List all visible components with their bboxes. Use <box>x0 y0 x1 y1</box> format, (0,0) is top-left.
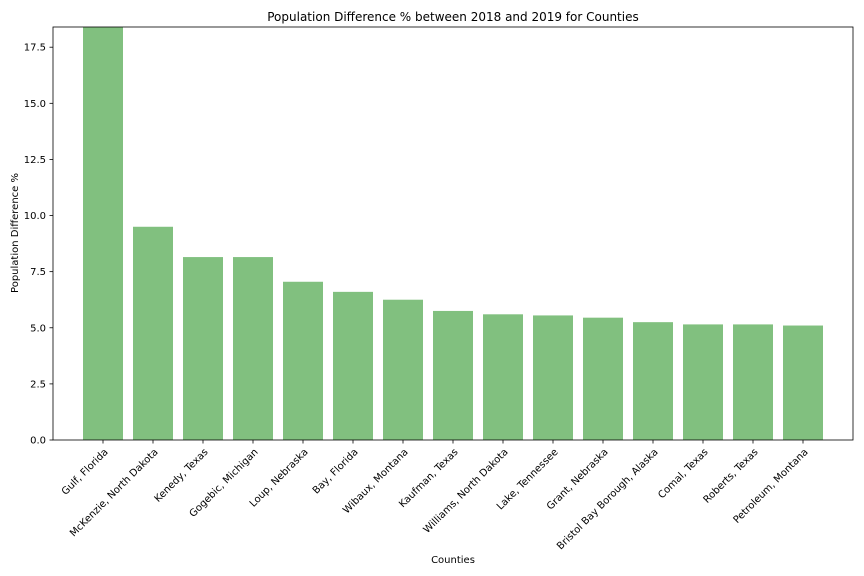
x-tick-label: Gulf, Florida <box>60 447 111 498</box>
x-axis-label: Counties <box>431 555 475 566</box>
bar-11 <box>583 317 623 440</box>
y-tick-label: 12.5 <box>24 155 46 166</box>
bar-14 <box>733 324 773 440</box>
y-axis: 0.0 2.5 5.0 7.5 10.0 12.5 15.0 17.5 <box>24 43 53 447</box>
bar-8 <box>433 310 473 440</box>
x-tick-label: Comal, Texas <box>656 447 710 501</box>
bar-13 <box>683 324 723 440</box>
y-tick-label: 2.5 <box>30 379 46 390</box>
bar-7 <box>383 299 423 440</box>
bar-1 <box>83 27 123 440</box>
y-tick-label: 10.0 <box>24 211 46 222</box>
chart-title: Population Difference % between 2018 and… <box>267 10 638 24</box>
bars-group <box>83 27 823 440</box>
y-tick-label: 5.0 <box>30 323 46 334</box>
bar-15 <box>783 325 823 440</box>
y-tick-label: 15.0 <box>24 99 46 110</box>
bar-6 <box>333 291 373 440</box>
bar-5 <box>283 281 323 440</box>
bar-9 <box>483 314 523 440</box>
bar-2 <box>133 226 173 440</box>
x-tick-label: Bay, Florida <box>311 447 361 497</box>
bar-3 <box>183 257 223 440</box>
y-axis-label: Population Difference % <box>10 173 21 293</box>
x-tick-label: Williams, North Dakota <box>422 447 511 536</box>
bar-10 <box>533 315 573 440</box>
y-tick-label: 17.5 <box>24 43 46 54</box>
bar-12 <box>633 322 673 440</box>
x-tick-label: Kenedy, Texas <box>153 447 211 505</box>
bar-4 <box>233 257 273 440</box>
x-tick-label: McKenzie, North Dakota <box>68 447 160 539</box>
plot-frame <box>52 26 854 441</box>
y-tick-label: 7.5 <box>30 267 46 278</box>
y-tick-label: 0.0 <box>30 436 46 447</box>
x-tick-label: Bristol Bay Borough, Alaska <box>555 447 660 552</box>
